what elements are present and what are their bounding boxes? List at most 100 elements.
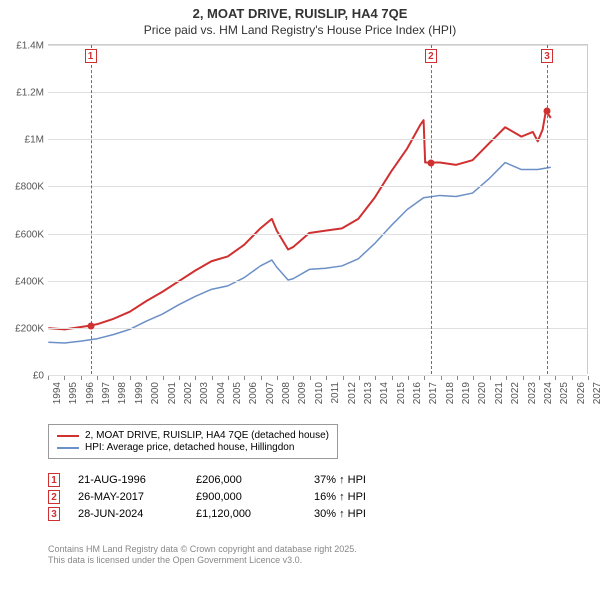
legend: 2, MOAT DRIVE, RUISLIP, HA4 7QE (detache…: [48, 424, 338, 459]
x-axis-label: 2004: [216, 382, 227, 404]
x-tick: [228, 376, 229, 380]
x-tick: [457, 376, 458, 380]
legend-item: 2, MOAT DRIVE, RUISLIP, HA4 7QE (detache…: [57, 430, 329, 441]
x-tick: [310, 376, 311, 380]
marker-dashline: [431, 45, 432, 374]
x-axis-label: 2012: [347, 382, 358, 404]
x-tick: [48, 376, 49, 380]
x-axis-label: 2018: [445, 382, 456, 404]
y-axis-label: £1M: [25, 135, 44, 146]
x-tick: [408, 376, 409, 380]
x-axis-label: 2020: [477, 382, 488, 404]
x-axis-label: 2022: [510, 382, 521, 404]
x-tick: [179, 376, 180, 380]
gridline: £1.4M: [48, 45, 587, 46]
title-sub: Price paid vs. HM Land Registry's House …: [0, 23, 600, 37]
x-axis-label: 1999: [134, 382, 145, 404]
x-tick: [277, 376, 278, 380]
x-axis-label: 2008: [281, 382, 292, 404]
x-tick: [490, 376, 491, 380]
x-tick: [326, 376, 327, 380]
transaction-row: 328-JUN-2024£1,120,00030% ↑ HPI: [48, 507, 404, 521]
x-tick: [146, 376, 147, 380]
y-axis-label: £400K: [15, 276, 44, 287]
x-tick: [523, 376, 524, 380]
legend-label: HPI: Average price, detached house, Hill…: [85, 442, 294, 453]
footer-line1: Contains HM Land Registry data © Crown c…: [48, 544, 357, 555]
x-axis-label: 2023: [527, 382, 538, 404]
transaction-row: 1 21-AUG-1996 £206,000 37% ↑ HPI: [48, 473, 404, 487]
transaction-marker: 1: [48, 473, 60, 487]
y-axis-label: £0: [33, 371, 44, 382]
x-tick: [261, 376, 262, 380]
gridline: £800K: [48, 186, 587, 187]
x-tick: [81, 376, 82, 380]
transaction-pct: 16% ↑ HPI: [314, 491, 404, 503]
x-axis-label: 2011: [330, 382, 341, 404]
x-axis-label: 2024: [543, 382, 554, 404]
x-tick: [539, 376, 540, 380]
title-main: 2, MOAT DRIVE, RUISLIP, HA4 7QE: [0, 6, 600, 21]
x-axis-label: 2016: [412, 382, 423, 404]
x-axis-label: 2017: [428, 382, 439, 404]
x-axis-label: 2005: [232, 382, 243, 404]
gridline: £400K: [48, 281, 587, 282]
transaction-marker: 3: [48, 507, 60, 521]
y-axis-label: £800K: [15, 182, 44, 193]
x-axis-label: 2021: [494, 382, 505, 404]
marker-dot: [87, 323, 94, 330]
legend-swatch: [57, 435, 79, 437]
x-axis-label: 1995: [68, 382, 79, 404]
x-tick: [195, 376, 196, 380]
transaction-price: £900,000: [196, 491, 296, 503]
marker-label: 1: [85, 49, 97, 63]
marker-dot: [544, 108, 551, 115]
gridline: £200K: [48, 328, 587, 329]
footer-attribution: Contains HM Land Registry data © Crown c…: [48, 544, 357, 566]
y-axis-label: £1.4M: [16, 41, 44, 52]
transaction-price: £206,000: [196, 474, 296, 486]
x-axis-label: 2015: [396, 382, 407, 404]
series-line: [48, 111, 550, 330]
x-tick: [113, 376, 114, 380]
transaction-date: 21-AUG-1996: [78, 474, 178, 486]
x-tick: [64, 376, 65, 380]
x-tick: [343, 376, 344, 380]
x-axis-label: 2003: [199, 382, 210, 404]
x-axis-label: 2001: [167, 382, 178, 404]
x-tick: [212, 376, 213, 380]
x-tick: [359, 376, 360, 380]
legend-item: HPI: Average price, detached house, Hill…: [57, 442, 329, 453]
x-axis-label: 2002: [183, 382, 194, 404]
x-axis-label: 2000: [150, 382, 161, 404]
x-axis-label: 1996: [85, 382, 96, 404]
x-tick: [293, 376, 294, 380]
x-tick: [375, 376, 376, 380]
x-axis-label: 2010: [314, 382, 325, 404]
y-axis-label: £200K: [15, 323, 44, 334]
transaction-row: 226-MAY-2017£900,00016% ↑ HPI: [48, 490, 404, 504]
chart-lines: [48, 45, 587, 374]
marker-label: 2: [425, 49, 437, 63]
x-axis-label: 2013: [363, 382, 374, 404]
x-tick: [441, 376, 442, 380]
x-axis-label: 1994: [52, 382, 63, 404]
x-tick: [163, 376, 164, 380]
x-axis-label: 1998: [117, 382, 128, 404]
series-line: [48, 163, 550, 343]
x-axis-label: 2014: [379, 382, 390, 404]
y-axis-label: £600K: [15, 229, 44, 240]
gridline: £600K: [48, 234, 587, 235]
x-axis-label: 2027: [592, 382, 600, 404]
x-tick: [97, 376, 98, 380]
legend-swatch: [57, 447, 79, 449]
transaction-pct: 37% ↑ HPI: [314, 474, 404, 486]
y-axis-label: £1.2M: [16, 88, 44, 99]
x-tick: [506, 376, 507, 380]
transaction-pct: 30% ↑ HPI: [314, 508, 404, 520]
x-tick: [130, 376, 131, 380]
x-tick: [473, 376, 474, 380]
x-tick: [392, 376, 393, 380]
marker-dot: [427, 159, 434, 166]
marker-dashline: [547, 45, 548, 374]
